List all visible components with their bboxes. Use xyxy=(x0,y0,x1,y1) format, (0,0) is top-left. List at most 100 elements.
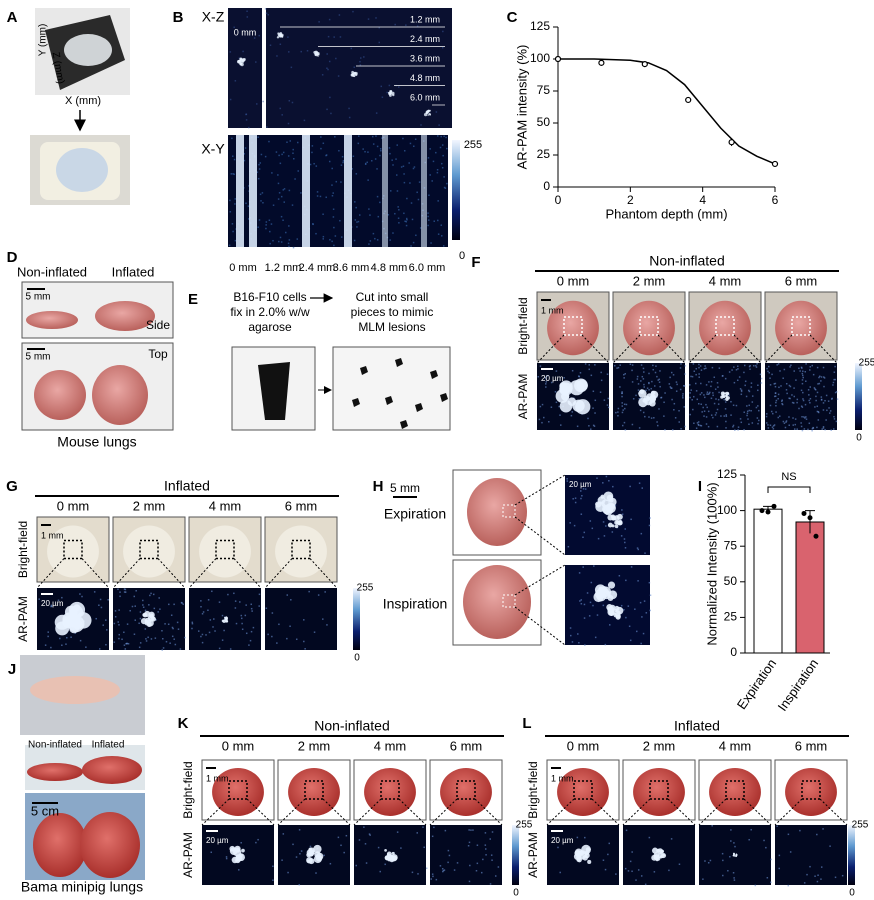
speckle xyxy=(606,404,609,406)
speckle xyxy=(286,141,288,143)
speckle xyxy=(378,41,380,44)
colorbar xyxy=(452,140,460,240)
speckle xyxy=(257,226,259,228)
signal xyxy=(222,619,226,623)
speckle xyxy=(603,535,606,537)
speckle xyxy=(442,30,444,33)
speckle xyxy=(95,617,97,620)
speckle xyxy=(607,397,610,400)
signal xyxy=(235,857,241,864)
speckle xyxy=(833,415,835,418)
speckle xyxy=(607,853,609,856)
signal xyxy=(651,854,658,861)
signal xyxy=(602,590,611,600)
speckle xyxy=(288,51,290,53)
speckle xyxy=(355,173,358,175)
speckle xyxy=(642,378,645,380)
depth-label: 4 mm xyxy=(719,738,752,753)
speckle xyxy=(734,429,736,431)
speckle xyxy=(398,209,400,211)
signal xyxy=(390,92,392,94)
speckle xyxy=(631,364,634,366)
tissue xyxy=(775,300,827,356)
speckle xyxy=(278,154,280,157)
speckle xyxy=(801,429,804,432)
y-tick-label: 75 xyxy=(724,538,738,552)
speckle xyxy=(81,595,83,598)
speckle xyxy=(437,200,439,202)
speckle xyxy=(113,641,116,643)
speckle xyxy=(710,380,713,383)
speckle xyxy=(637,548,640,551)
xy-image xyxy=(228,135,448,247)
signal xyxy=(392,93,395,97)
point xyxy=(554,55,562,63)
speckle xyxy=(442,869,445,872)
speckle xyxy=(119,591,121,593)
speckle xyxy=(546,375,549,377)
speckle xyxy=(322,213,324,215)
signal xyxy=(617,520,622,526)
speckle xyxy=(815,395,817,398)
speckle xyxy=(804,403,807,406)
speckle xyxy=(793,370,795,372)
speckle xyxy=(817,874,819,876)
speckle xyxy=(313,162,315,165)
speckle xyxy=(372,232,375,235)
speckle xyxy=(202,611,205,613)
speckle xyxy=(670,387,672,389)
speckle xyxy=(641,375,644,378)
zoom-line xyxy=(688,334,717,364)
speckle xyxy=(593,425,596,427)
signal xyxy=(735,855,737,857)
speckle xyxy=(280,241,283,243)
speckle xyxy=(808,394,810,396)
speckle xyxy=(805,380,807,382)
speckle xyxy=(429,174,432,176)
speckle xyxy=(758,409,760,412)
speckle xyxy=(121,638,123,641)
speckle xyxy=(578,572,581,574)
speckle xyxy=(832,381,835,384)
speckle xyxy=(625,403,628,406)
speckle xyxy=(791,394,793,396)
speckle xyxy=(765,422,768,424)
label: 0 mm xyxy=(234,27,257,37)
speckle xyxy=(814,388,817,391)
speckle xyxy=(715,412,718,414)
speckle xyxy=(248,126,250,129)
speckle xyxy=(801,374,804,377)
label: Inflated xyxy=(92,740,125,751)
speckle xyxy=(342,161,344,164)
speckle xyxy=(348,116,351,119)
speckle xyxy=(832,384,834,386)
speckle xyxy=(693,370,696,373)
speckle xyxy=(286,594,289,596)
lung xyxy=(33,813,87,877)
roi xyxy=(502,594,516,608)
signal xyxy=(276,36,280,39)
speckle xyxy=(789,385,792,388)
speckle xyxy=(828,412,831,414)
depth-label: 3.6 mm xyxy=(410,53,440,63)
speckle xyxy=(582,488,585,490)
signal xyxy=(279,32,283,35)
speckle xyxy=(329,96,331,99)
speckle xyxy=(678,421,680,423)
speckle xyxy=(340,164,343,166)
speckle xyxy=(229,199,231,202)
panel-title: Inflated xyxy=(674,718,720,734)
signal xyxy=(229,845,236,852)
speckle xyxy=(809,369,811,371)
speckle xyxy=(416,191,418,194)
speckle xyxy=(257,838,259,841)
speckle xyxy=(617,415,619,417)
speckle xyxy=(769,404,772,407)
signal xyxy=(585,847,591,852)
speckle xyxy=(435,878,438,881)
speckle xyxy=(209,619,212,621)
speckle xyxy=(684,425,686,428)
speckle xyxy=(389,152,391,155)
speckle xyxy=(588,425,590,427)
speckle xyxy=(225,857,228,860)
